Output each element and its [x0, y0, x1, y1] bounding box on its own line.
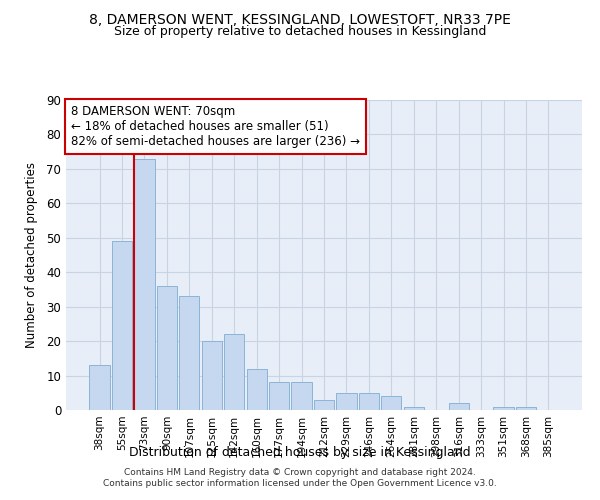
Bar [134, 158, 155, 410]
Bar [112, 241, 132, 410]
Bar [179, 296, 199, 410]
Bar [247, 368, 267, 410]
Text: Size of property relative to detached houses in Kessingland: Size of property relative to detached ho… [114, 25, 486, 38]
Bar [381, 396, 401, 410]
Bar [157, 286, 177, 410]
Bar [493, 406, 514, 410]
Bar [337, 393, 356, 410]
Text: Distribution of detached houses by size in Kessingland: Distribution of detached houses by size … [129, 446, 471, 459]
Text: 8, DAMERSON WENT, KESSINGLAND, LOWESTOFT, NR33 7PE: 8, DAMERSON WENT, KESSINGLAND, LOWESTOFT… [89, 12, 511, 26]
Text: Contains HM Land Registry data © Crown copyright and database right 2024.
Contai: Contains HM Land Registry data © Crown c… [103, 468, 497, 487]
Bar [202, 341, 222, 410]
Text: 8 DAMERSON WENT: 70sqm
← 18% of detached houses are smaller (51)
82% of semi-det: 8 DAMERSON WENT: 70sqm ← 18% of detached… [71, 104, 360, 148]
Bar [516, 406, 536, 410]
Bar [359, 393, 379, 410]
Bar [404, 406, 424, 410]
Y-axis label: Number of detached properties: Number of detached properties [25, 162, 38, 348]
Bar [269, 382, 289, 410]
Bar [224, 334, 244, 410]
Bar [89, 365, 110, 410]
Bar [292, 382, 311, 410]
Bar [314, 400, 334, 410]
Bar [449, 403, 469, 410]
